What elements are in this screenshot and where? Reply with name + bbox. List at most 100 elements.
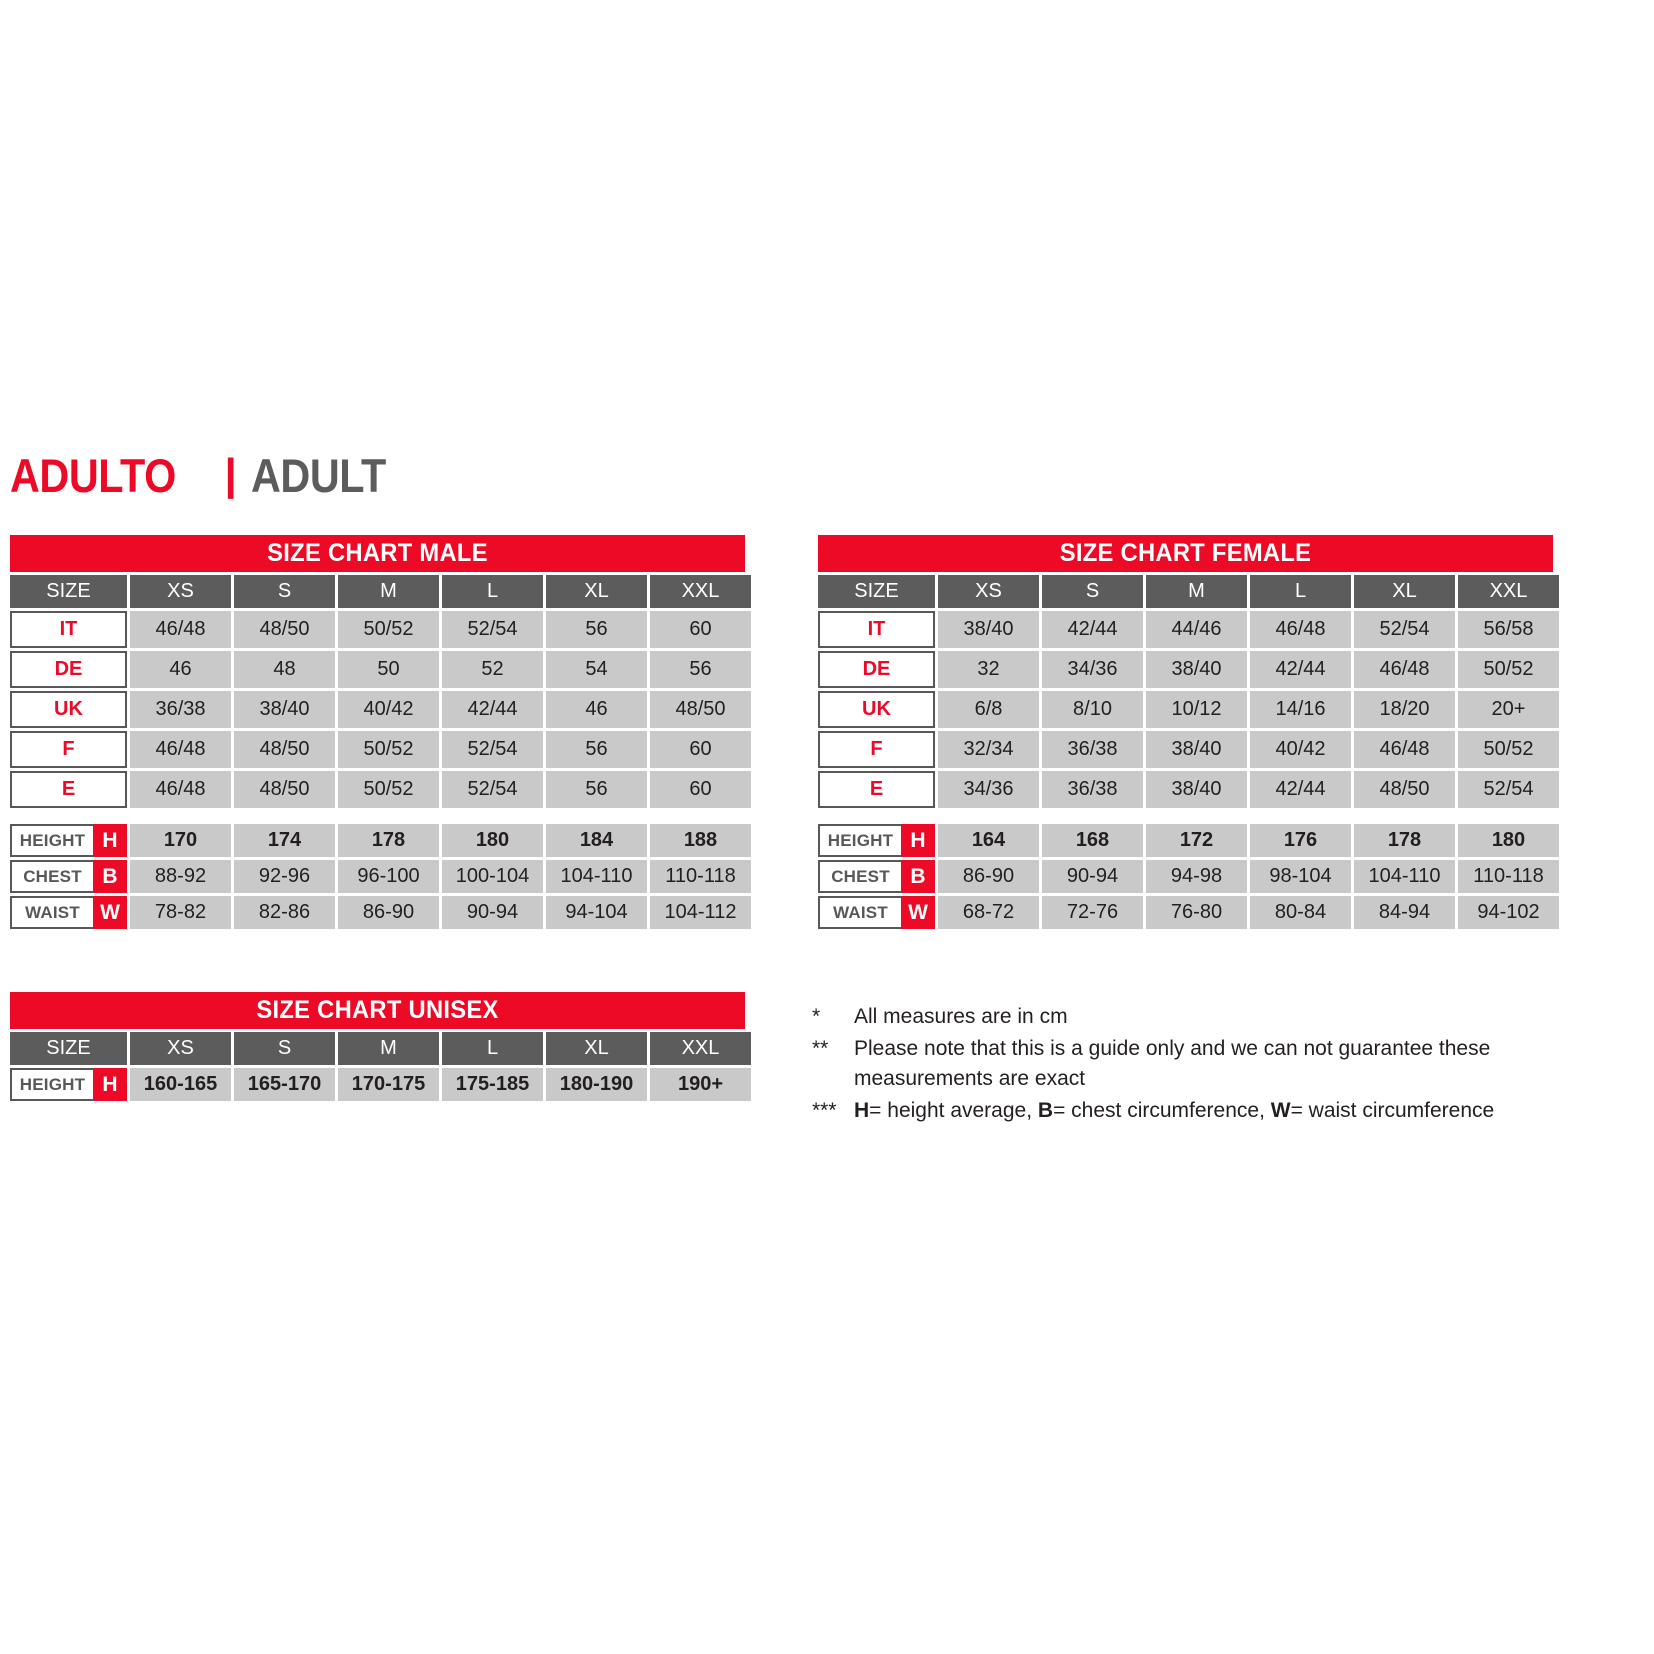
size-chart-female-body: SIZE XS S M L XL XXL IT 38/40 42/44 44/46 46/48 52/5…	[818, 575, 1559, 929]
male-measure-label-chest: CHEST B	[10, 860, 127, 893]
male-measure-label-height: HEIGHT H	[10, 824, 127, 857]
footnote-marker: *	[812, 1005, 821, 1028]
table-row: WAIST W 68-72 72-76 76-80 80-84 84-94 94-102	[818, 896, 1559, 929]
male-header-row: SIZE XS S M L XL XXL	[10, 575, 751, 608]
size-chart-male-title: SIZE CHART MALE	[28, 535, 727, 572]
measure-tag-h: H	[93, 824, 127, 857]
footnote-segment: = height average,	[869, 1099, 1038, 1122]
table-cell: 38/40	[1146, 651, 1247, 688]
measure-label-text: HEIGHT	[10, 1068, 93, 1101]
table-cell: 8/10	[1042, 691, 1143, 728]
male-column-header-m: M	[338, 575, 439, 608]
female-row-label-f: F	[818, 731, 935, 768]
table-cell: 18/20	[1354, 691, 1455, 728]
unisex-column-header-xs: XS	[130, 1032, 231, 1065]
table-cell: 86-90	[938, 860, 1039, 893]
table-cell: 94-98	[1146, 860, 1247, 893]
table-row: HEIGHT H 160-165 165-170 170-175 175-185 180-1…	[10, 1068, 751, 1101]
measure-label-group: HEIGHT H	[818, 824, 935, 857]
table-cell: 110-118	[1458, 860, 1559, 893]
measure-tag-b: B	[901, 860, 935, 893]
unisex-column-header-l: L	[442, 1032, 543, 1065]
measure-label-group: CHEST B	[10, 860, 127, 893]
table-cell: 56/58	[1458, 611, 1559, 648]
size-chart-male-body: SIZE XS S M L XL XXL IT 46/48 48/50 50/52 52/54 56 60…	[10, 575, 751, 929]
table-cell: 90-94	[442, 896, 543, 929]
table-cell: 38/40	[1146, 731, 1247, 768]
measure-label-text: CHEST	[10, 860, 93, 893]
table-cell: 98-104	[1250, 860, 1351, 893]
page-title: ADULTO | ADULT	[10, 447, 404, 503]
table-cell: 164	[938, 824, 1039, 857]
table-cell: 50/52	[1458, 651, 1559, 688]
table-cell: 176	[1250, 824, 1351, 857]
table-cell: 90-94	[1042, 860, 1143, 893]
table-cell: 6/8	[938, 691, 1039, 728]
size-chart-unisex-title: SIZE CHART UNISEX	[28, 992, 727, 1029]
table-cell: 48/50	[234, 731, 335, 768]
measure-label-group: WAIST W	[818, 896, 935, 929]
table-cell: 178	[1354, 824, 1455, 857]
table-cell: 48	[234, 651, 335, 688]
unisex-column-header-m: M	[338, 1032, 439, 1065]
size-chart-female-title-bar: SIZE CHART FEMALE	[818, 535, 1553, 572]
spacer	[818, 811, 1559, 821]
footnote-text: H= height average, B= chest circumferenc…	[854, 1096, 1572, 1126]
measure-label-group: CHEST B	[818, 860, 935, 893]
table-cell: 46/48	[130, 731, 231, 768]
footnote-segment: All measures are in cm	[854, 1005, 1068, 1028]
table-cell: 110-118	[650, 860, 751, 893]
male-row-label-f: F	[10, 731, 127, 768]
table-cell: 172	[1146, 824, 1247, 857]
table-cell: 92-96	[234, 860, 335, 893]
table-cell: 60	[650, 771, 751, 808]
table-cell: 34/36	[938, 771, 1039, 808]
table-cell: 96-100	[338, 860, 439, 893]
table-row: IT 46/48 48/50 50/52 52/54 56 60	[10, 611, 751, 648]
table-cell: 44/46	[1146, 611, 1247, 648]
female-measure-label-height: HEIGHT H	[818, 824, 935, 857]
footnote-segment: = waist circumference	[1290, 1099, 1495, 1122]
female-column-header-m: M	[1146, 575, 1247, 608]
female-row-label-de: DE	[818, 651, 935, 688]
table-row: WAIST W 78-82 82-86 86-90 90-94 94-104 104-112	[10, 896, 751, 929]
table-cell: 52	[442, 651, 543, 688]
table-spacer-row	[10, 811, 751, 821]
male-row-label-uk: UK	[10, 691, 127, 728]
table-cell: 52/54	[1458, 771, 1559, 808]
size-chart-unisex-title-bar: SIZE CHART UNISEX	[10, 992, 745, 1029]
measure-tag-h: H	[93, 1068, 127, 1101]
table-cell: 60	[650, 731, 751, 768]
table-cell: 42/44	[1250, 651, 1351, 688]
footnote-item: ** Please note that this is a guide only …	[812, 1034, 1572, 1094]
male-row-label-de: DE	[10, 651, 127, 688]
table-cell: 38/40	[938, 611, 1039, 648]
footnote-segment: Please note that this is a guide only an…	[854, 1037, 1491, 1090]
table-cell: 46/48	[1354, 731, 1455, 768]
footnote-text: All measures are in cm	[854, 1002, 1572, 1032]
table-cell: 175-185	[442, 1068, 543, 1101]
size-chart-unisex-body: SIZE XS S M L XL XXL HEIGHT H 160-165 165-170 170-1…	[10, 1032, 751, 1101]
table-cell: 46	[546, 691, 647, 728]
measure-tag-w: W	[901, 896, 935, 929]
table-cell: 42/44	[1042, 611, 1143, 648]
table-row: HEIGHT H 164 168 172 176 178 180	[818, 824, 1559, 857]
table-cell: 40/42	[338, 691, 439, 728]
table-cell: 80-84	[1250, 896, 1351, 929]
unisex-column-header-xxl: XXL	[650, 1032, 751, 1065]
table-cell: 60	[650, 611, 751, 648]
table-cell: 88-92	[130, 860, 231, 893]
female-size-label: SIZE	[818, 575, 935, 608]
table-row: DE 32 34/36 38/40 42/44 46/48 50/52	[818, 651, 1559, 688]
table-row: CHEST B 86-90 90-94 94-98 98-104 104-110 110-11…	[818, 860, 1559, 893]
table-cell: 190+	[650, 1068, 751, 1101]
table-cell: 78-82	[130, 896, 231, 929]
table-cell: 104-110	[1354, 860, 1455, 893]
table-cell: 42/44	[442, 691, 543, 728]
table-cell: 104-112	[650, 896, 751, 929]
table-cell: 50/52	[338, 731, 439, 768]
table-cell: 184	[546, 824, 647, 857]
table-cell: 188	[650, 824, 751, 857]
table-row: F 46/48 48/50 50/52 52/54 56 60	[10, 731, 751, 768]
table-cell: 72-76	[1042, 896, 1143, 929]
